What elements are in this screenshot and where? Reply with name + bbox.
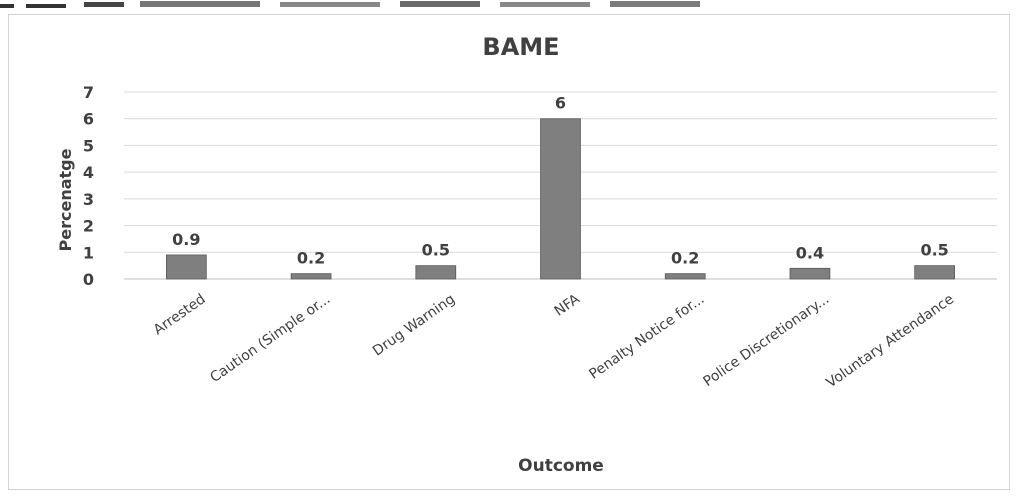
bar — [290, 273, 332, 280]
y-tick-label: 5 — [83, 136, 94, 155]
y-axis-title: Percenatge — [56, 148, 75, 251]
x-tick-label: NFA — [552, 291, 583, 320]
data-label: 0.9 — [172, 230, 200, 249]
bars — [166, 118, 955, 280]
y-tick-label: 3 — [83, 190, 94, 209]
y-tick-label: 6 — [83, 110, 94, 129]
bar-chart: BAME 0 1 2 3 4 5 6 7 0.9 0.2 0.5 6 0.2 0.4 0.5 Arrest… — [56, 33, 997, 476]
y-tick-label: 2 — [83, 217, 94, 236]
y-tick-label: 4 — [83, 163, 94, 182]
x-tick-label: Voluntary Attendance — [823, 291, 956, 391]
chart-title: BAME — [482, 33, 559, 61]
bar — [415, 265, 457, 280]
data-label: 0.5 — [920, 241, 948, 260]
data-label: 0.5 — [422, 241, 450, 260]
bar — [914, 265, 955, 280]
chart-frame: BAME 0 1 2 3 4 5 6 7 0.9 0.2 0.5 6 0.2 0.4 0.5 Arrest… — [8, 14, 1010, 490]
y-tick-label: 7 — [83, 83, 94, 102]
bar — [789, 267, 831, 280]
x-tick-label: Caution (Simple or... — [207, 291, 333, 386]
data-label: 0.2 — [671, 249, 699, 268]
bar — [166, 254, 207, 280]
x-tick-label: Drug Warning — [370, 291, 458, 359]
x-tick-label: Police Discretionary... — [701, 291, 833, 390]
y-tick-label: 1 — [83, 243, 94, 262]
data-labels: 0.9 0.2 0.5 6 0.2 0.4 0.5 — [172, 94, 949, 268]
scan-artifact-strip — [0, 1, 700, 8]
y-tick-label: 0 — [83, 270, 94, 289]
x-axis-title: Outcome — [518, 456, 604, 476]
data-label: 0.2 — [297, 249, 325, 268]
data-label: 0.4 — [796, 243, 824, 262]
y-axis-tick-labels: 0 1 2 3 4 5 6 7 — [83, 83, 94, 289]
bar — [540, 118, 581, 280]
data-label: 6 — [555, 94, 566, 113]
x-tick-label: Penalty Notice for... — [586, 291, 707, 382]
x-tick-label: Arrested — [151, 291, 209, 338]
bar — [664, 273, 706, 280]
